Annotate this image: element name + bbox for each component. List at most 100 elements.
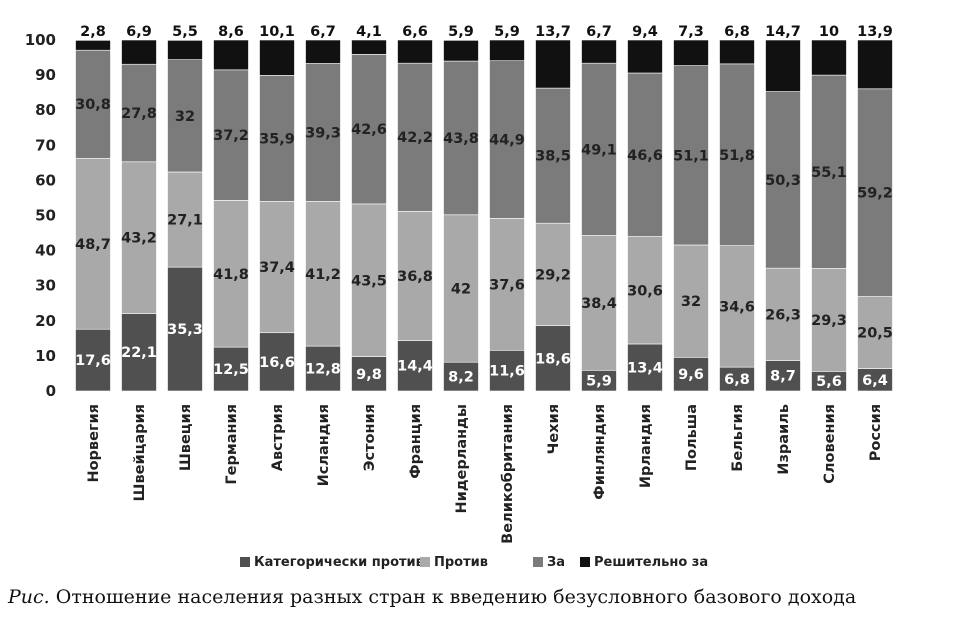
bar-segment-2 bbox=[719, 63, 755, 246]
data-label: 39,3 bbox=[305, 125, 341, 141]
data-label: 30,6 bbox=[627, 283, 663, 299]
data-label: 5,5 bbox=[172, 24, 198, 40]
bar-segment-2 bbox=[857, 88, 893, 297]
x-category-label: Швейцария bbox=[132, 404, 148, 501]
y-tick-label: 20 bbox=[35, 312, 56, 330]
bar-segment-1 bbox=[673, 244, 709, 358]
bar-segment-3 bbox=[213, 39, 249, 71]
data-label: 37,2 bbox=[213, 128, 249, 144]
data-label: 36,8 bbox=[397, 269, 433, 285]
bar-segment-3 bbox=[811, 39, 847, 76]
bar-segment-1 bbox=[811, 268, 847, 372]
bars: 17,6 48,7 30,8 2,8 22,1 43,2 27,8 6,9 35,3 27,1 32… bbox=[75, 24, 893, 392]
data-label: 29,2 bbox=[535, 267, 571, 283]
bar-segment-0 bbox=[75, 328, 111, 392]
data-label: 9,8 bbox=[356, 367, 382, 383]
data-label: 20,5 bbox=[857, 326, 893, 342]
data-label: 34,6 bbox=[719, 299, 755, 315]
bar-segment-3 bbox=[581, 39, 617, 64]
bar-segment-2 bbox=[259, 75, 295, 202]
data-label: 42,2 bbox=[397, 130, 433, 146]
bar-segment-0 bbox=[765, 360, 801, 392]
y-tick-label: 30 bbox=[35, 277, 56, 295]
data-label: 29,3 bbox=[811, 313, 847, 329]
x-category-label: Польша bbox=[684, 404, 700, 471]
legend-label: Против bbox=[434, 555, 488, 570]
y-tick-label: 60 bbox=[35, 171, 56, 189]
bar-segment-3 bbox=[351, 39, 387, 55]
y-tick-label: 10 bbox=[35, 347, 56, 365]
data-label: 6,7 bbox=[586, 24, 612, 40]
bar-segment-3 bbox=[765, 39, 801, 92]
data-label: 41,2 bbox=[305, 267, 341, 283]
x-axis-labels: Норвегия Швейцария Швеция Германия Австрия Ис… bbox=[86, 404, 884, 544]
x-category-label: Эстония bbox=[362, 404, 378, 471]
data-label: 9,6 bbox=[678, 367, 704, 383]
data-label: 35,3 bbox=[167, 322, 203, 338]
y-tick-label: 70 bbox=[35, 136, 56, 154]
bar-segment-3 bbox=[443, 40, 479, 62]
bar-segment-2 bbox=[627, 72, 663, 237]
bar-segment-2 bbox=[443, 60, 479, 216]
bar-segment-1 bbox=[167, 171, 203, 268]
data-label: 51,1 bbox=[673, 148, 709, 164]
bar-segment-3 bbox=[259, 39, 295, 76]
data-label: 27,8 bbox=[121, 106, 157, 122]
bar-segment-0 bbox=[351, 356, 387, 392]
legend-swatch bbox=[533, 557, 543, 567]
bar-segment-3 bbox=[719, 39, 755, 65]
x-category-label: Австрия bbox=[270, 404, 286, 471]
bar-segment-1 bbox=[489, 218, 525, 351]
data-label: 5,6 bbox=[816, 374, 842, 390]
data-label: 38,4 bbox=[581, 296, 617, 312]
data-label: 43,2 bbox=[121, 231, 157, 247]
bar-segment-2 bbox=[167, 59, 203, 173]
x-category-label: Великобритания bbox=[500, 404, 516, 544]
bar-segment-0 bbox=[259, 332, 295, 392]
y-tick-label: 90 bbox=[35, 66, 56, 84]
bar-segment-3 bbox=[305, 39, 341, 64]
data-label: 11,6 bbox=[489, 364, 525, 380]
data-label: 59,2 bbox=[857, 186, 893, 202]
bar-segment-0 bbox=[121, 313, 157, 392]
data-label: 55,1 bbox=[811, 165, 847, 181]
x-category-label: Израиль bbox=[776, 404, 792, 475]
bar-segment-1 bbox=[627, 236, 663, 345]
legend-swatch bbox=[420, 557, 430, 567]
bar-segment-1 bbox=[581, 235, 617, 371]
data-label: 26,3 bbox=[765, 307, 801, 323]
bar-segment-3 bbox=[121, 39, 157, 65]
data-label: 18,6 bbox=[535, 351, 571, 367]
bar-segment-1 bbox=[351, 203, 387, 357]
data-label: 6,8 bbox=[724, 372, 750, 388]
bar-segment-2 bbox=[489, 60, 525, 219]
bar-segment-1 bbox=[121, 161, 157, 314]
data-label: 42,6 bbox=[351, 122, 387, 138]
stacked-bar-chart: 0 10 20 30 40 50 60 70 80 90 100 17,6 48,7 30,8 2,8 22… bbox=[25, 24, 893, 570]
data-label: 51,8 bbox=[719, 148, 755, 164]
caption-prefix: Рис. bbox=[8, 586, 50, 608]
bar-segment-1 bbox=[443, 214, 479, 363]
bar-segment-1 bbox=[213, 200, 249, 348]
y-tick-label: 0 bbox=[46, 382, 56, 400]
data-label: 43,8 bbox=[443, 131, 479, 147]
data-label: 44,9 bbox=[489, 133, 525, 149]
bar-segment-3 bbox=[673, 39, 709, 66]
data-label: 49,1 bbox=[581, 142, 617, 158]
caption-text: Отношение населения разных стран к введе… bbox=[55, 586, 857, 608]
legend-swatch bbox=[580, 557, 590, 567]
data-label: 8,7 bbox=[770, 369, 796, 385]
data-label: 16,6 bbox=[259, 355, 295, 371]
bar-segment-2 bbox=[213, 69, 249, 201]
data-label: 9,4 bbox=[632, 24, 658, 40]
y-axis: 0 10 20 30 40 50 60 70 80 90 100 bbox=[25, 31, 56, 400]
data-label: 12,8 bbox=[305, 362, 341, 378]
y-tick-label: 40 bbox=[35, 242, 56, 260]
data-label: 12,5 bbox=[213, 362, 249, 378]
bar-segment-2 bbox=[397, 62, 433, 212]
bar-segment-0 bbox=[213, 346, 249, 392]
x-category-label: Бельгия bbox=[730, 404, 746, 472]
data-label: 30,8 bbox=[75, 97, 111, 113]
x-category-label: Франция bbox=[408, 404, 424, 479]
data-label: 2,8 bbox=[80, 24, 106, 40]
